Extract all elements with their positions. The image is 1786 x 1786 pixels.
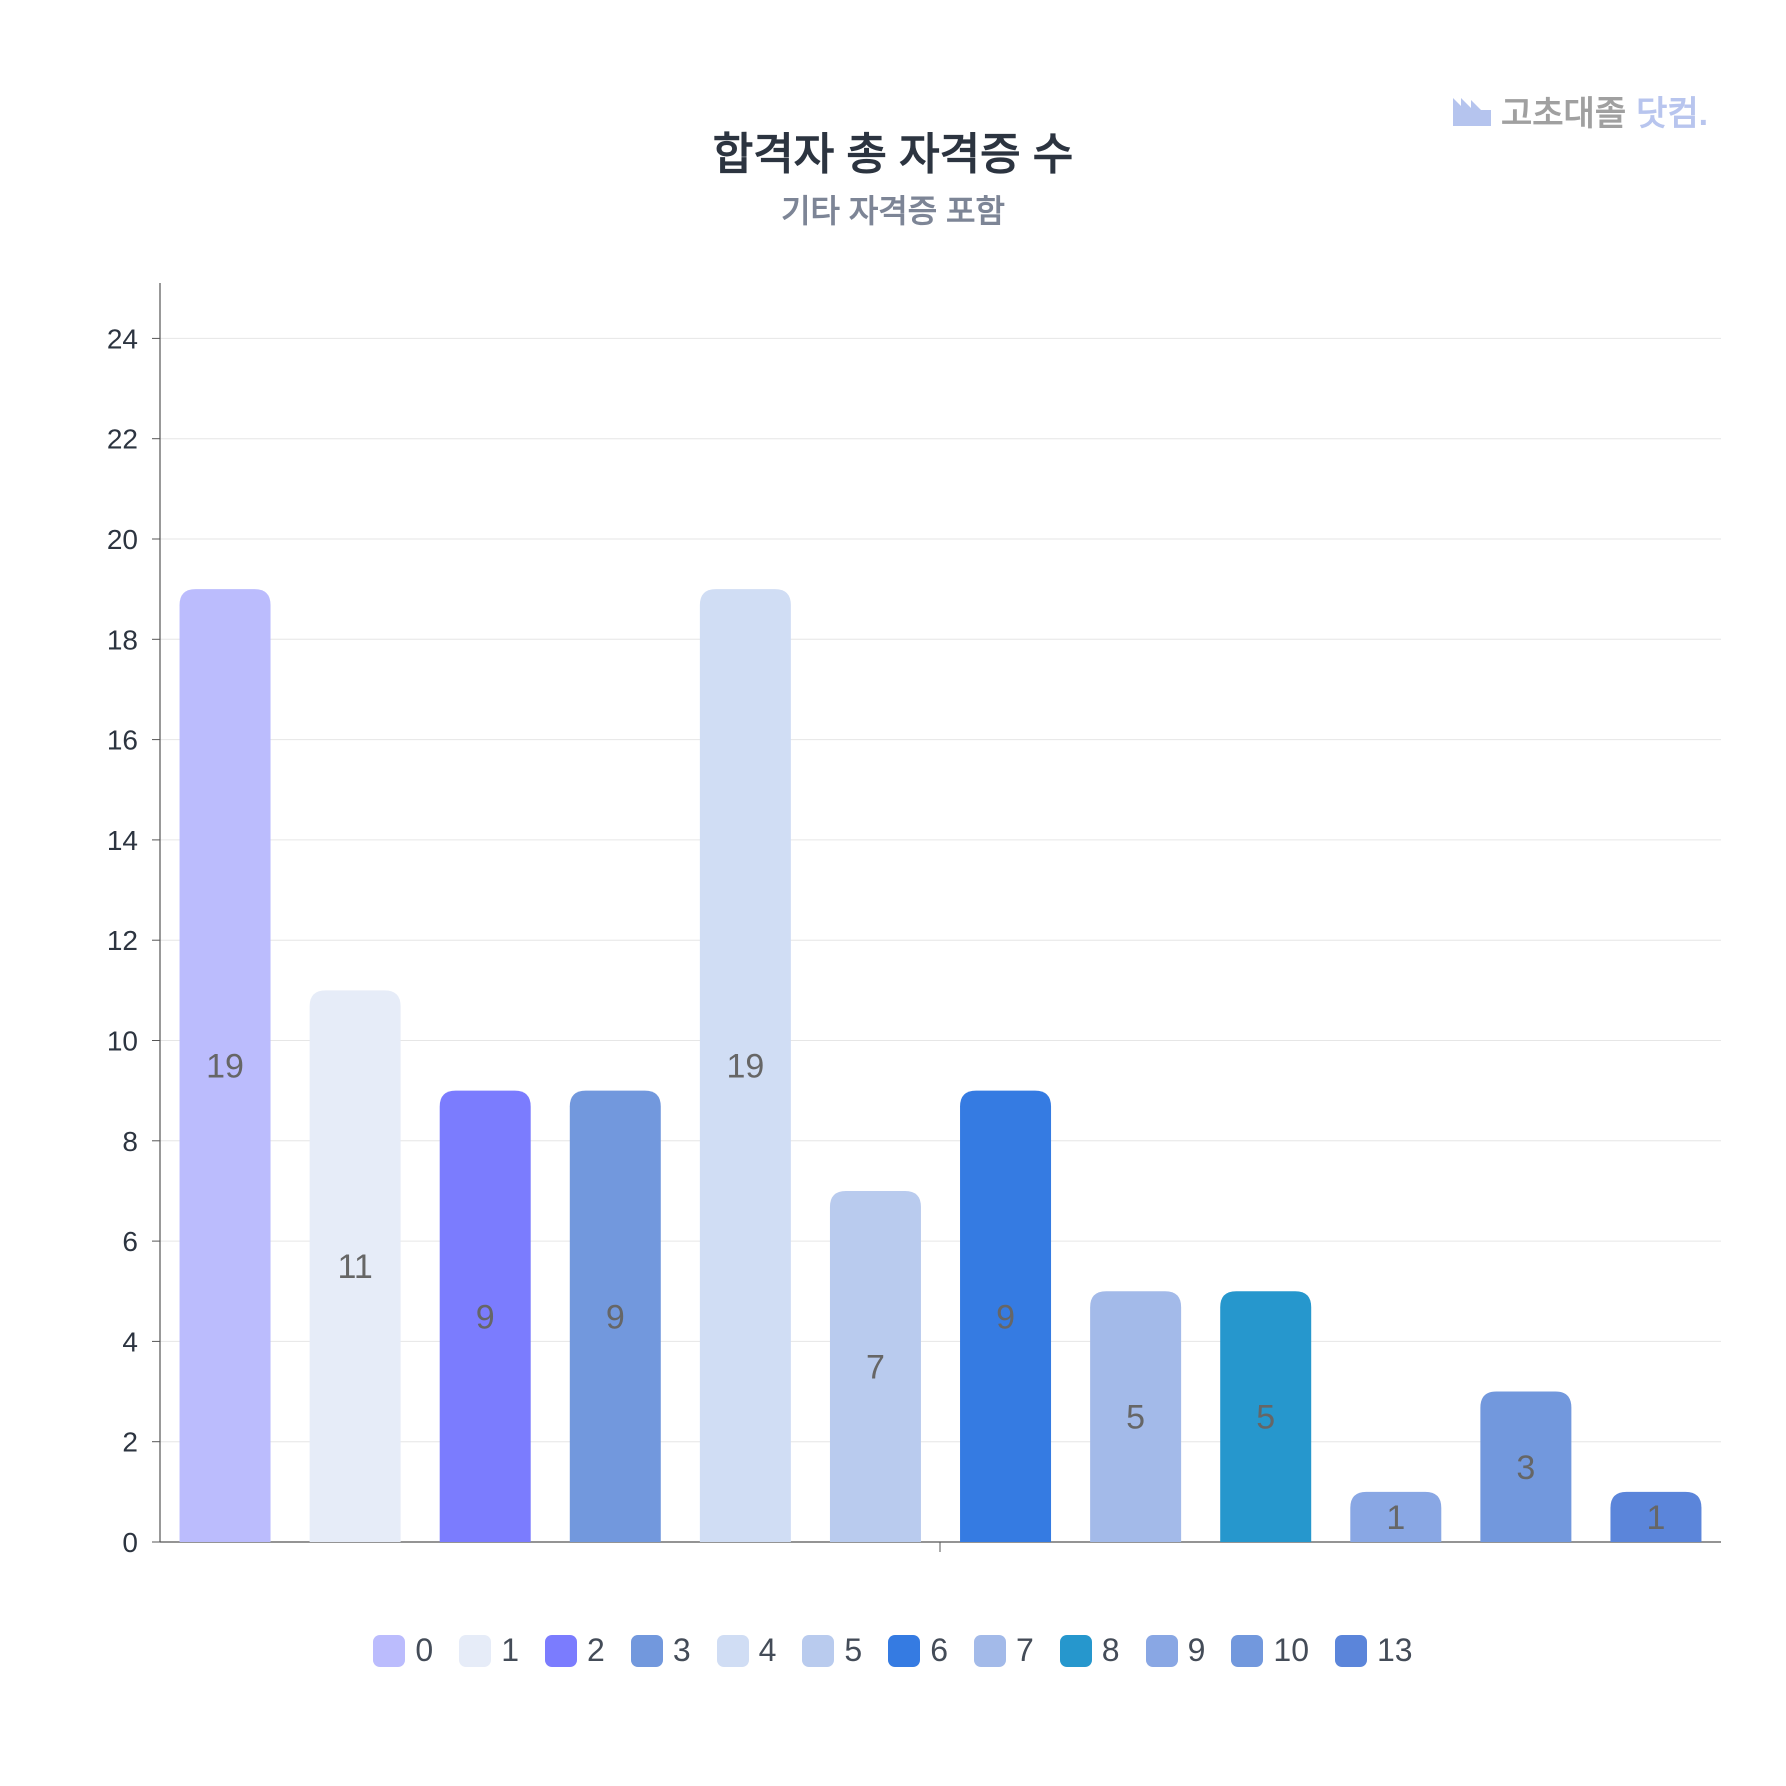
y-tick-label: 22 [107, 424, 138, 455]
legend-item-3[interactable]: 3 [630, 1632, 691, 1669]
y-tick-label: 14 [107, 825, 138, 856]
data-label: 1 [1646, 1499, 1665, 1537]
y-tick-label: 10 [107, 1026, 138, 1057]
legend-label: 13 [1376, 1632, 1413, 1668]
data-label: 11 [337, 1248, 372, 1286]
data-label: 7 [866, 1348, 885, 1386]
bar-4 [699, 589, 791, 1542]
data-label: 19 [726, 1048, 764, 1086]
legend-swatch [1059, 1634, 1092, 1667]
y-tick-label: 4 [122, 1326, 138, 1357]
legend-label: 3 [672, 1632, 691, 1668]
chart-subtitle: 기타 자격증 포함 [781, 193, 1005, 229]
legend-label: 9 [1187, 1632, 1206, 1668]
bar-13 [1610, 1491, 1702, 1542]
legend-swatch [1334, 1634, 1367, 1667]
legend-item-13[interactable]: 13 [1334, 1632, 1413, 1669]
legend-item-8[interactable]: 8 [1059, 1632, 1120, 1669]
legend-item-2[interactable]: 2 [545, 1632, 605, 1669]
legend-swatch [1145, 1634, 1178, 1667]
bar-0 [179, 589, 271, 1542]
data-label: 9 [476, 1298, 495, 1336]
bar-7 [1090, 1291, 1182, 1542]
legend-swatch [459, 1634, 492, 1667]
legend-swatch [545, 1634, 578, 1667]
y-tick-label: 16 [107, 725, 138, 756]
legend-label: 0 [415, 1632, 434, 1668]
y-tick-label: 24 [107, 323, 138, 354]
bar-1 [309, 990, 401, 1542]
legend-label: 4 [758, 1632, 777, 1668]
legend-swatch [888, 1634, 921, 1667]
legend-label: 8 [1101, 1632, 1120, 1668]
y-tick-label: 12 [107, 925, 138, 956]
legend-item-0[interactable]: 0 [373, 1632, 433, 1669]
legend-swatch [630, 1634, 663, 1667]
legend-item-5[interactable]: 5 [802, 1632, 862, 1669]
bar-8 [1220, 1291, 1312, 1542]
data-label: 9 [606, 1298, 625, 1336]
y-tick-label: 18 [107, 624, 138, 655]
legend-item-9[interactable]: 9 [1145, 1632, 1206, 1669]
legend-swatch [373, 1634, 406, 1667]
data-label: 5 [1126, 1399, 1145, 1437]
data-label: 5 [1256, 1399, 1275, 1437]
logo-accent: 닷컴. [1636, 95, 1709, 133]
legend-item-1[interactable]: 1 [459, 1632, 519, 1669]
data-label: 1 [1386, 1499, 1405, 1537]
data-label: 9 [996, 1298, 1015, 1336]
legend-label: 1 [501, 1632, 520, 1668]
bar-6 [960, 1090, 1052, 1542]
legend-label: 10 [1273, 1632, 1309, 1668]
legend-swatch [716, 1634, 749, 1667]
legend-item-4[interactable]: 4 [716, 1632, 777, 1669]
legend-label: 6 [930, 1632, 948, 1668]
bar-3 [569, 1090, 661, 1542]
y-tick-label: 6 [122, 1226, 138, 1257]
bar-5 [829, 1190, 921, 1542]
y-tick-label: 20 [107, 524, 138, 555]
legend-item-7[interactable]: 7 [974, 1632, 1034, 1669]
legend-item-10[interactable]: 10 [1231, 1632, 1309, 1669]
factory-icon [1453, 97, 1491, 126]
y-tick-label: 2 [122, 1427, 138, 1458]
data-label: 3 [1516, 1449, 1535, 1487]
legend-label: 5 [844, 1632, 863, 1668]
y-tick-label: 0 [122, 1527, 138, 1558]
legend-swatch [974, 1634, 1006, 1667]
legend-item-6[interactable]: 6 [888, 1632, 948, 1669]
logo: 고초대졸 닷컴. [1453, 86, 1708, 135]
bar-2 [439, 1090, 531, 1542]
legend: 0 1 2 3 4 5 6 7 8 9 10 13 [0, 1632, 1786, 1669]
y-tick-label: 8 [122, 1126, 138, 1157]
bar-9 [1350, 1491, 1442, 1542]
logo-text: 고초대졸 [1501, 95, 1627, 133]
data-label: 19 [206, 1048, 244, 1086]
legend-swatch [1231, 1634, 1264, 1667]
chart-title: 합격자 총 자격증 수 [712, 130, 1074, 179]
legend-swatch [802, 1634, 835, 1667]
legend-label: 2 [587, 1632, 605, 1668]
legend-label: 7 [1016, 1632, 1034, 1668]
bar-10 [1480, 1391, 1572, 1542]
